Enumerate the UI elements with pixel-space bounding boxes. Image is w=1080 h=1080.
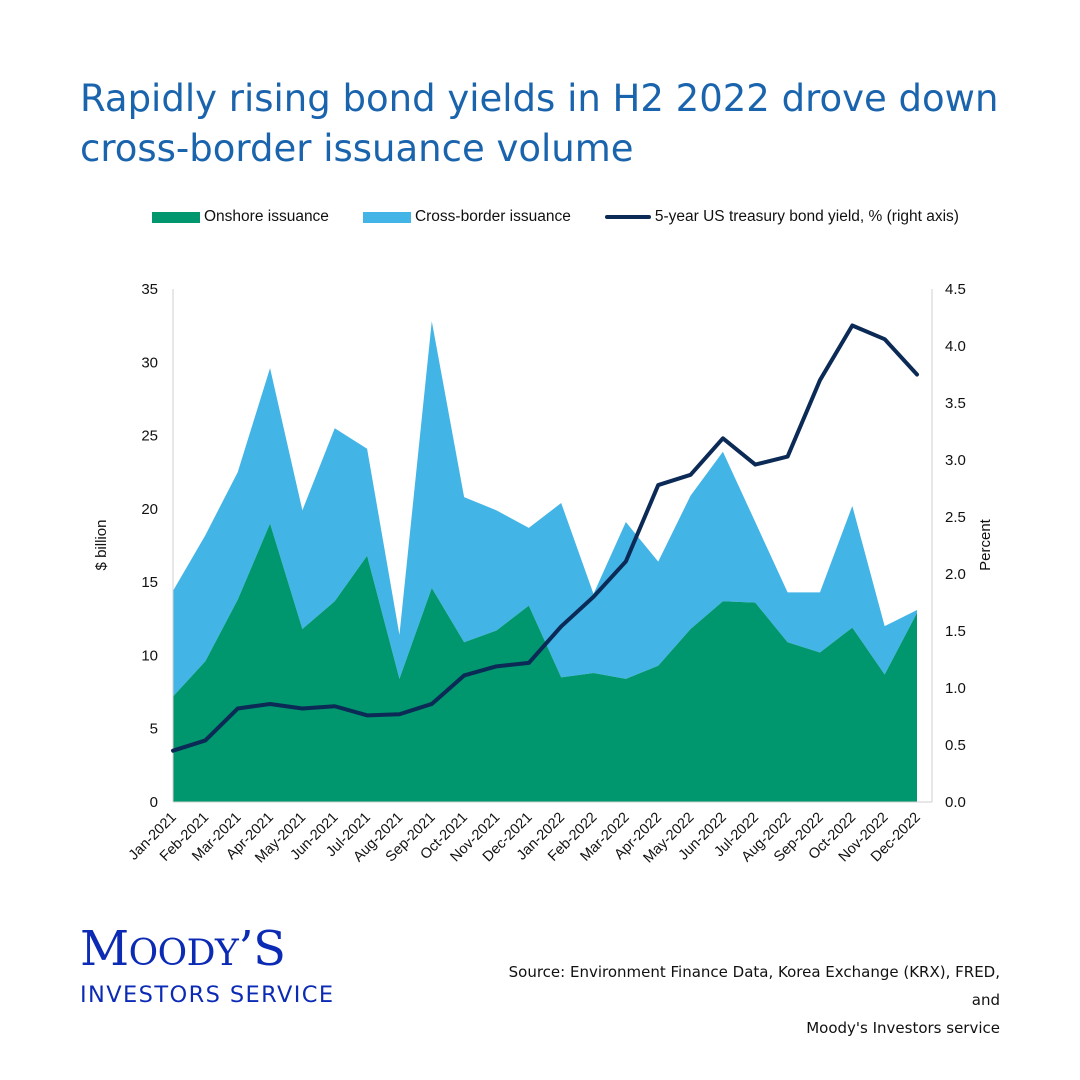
legend-item-onshore: Onshore issuance: [152, 208, 329, 226]
legend: Onshore issuance Cross-border issuance 5…: [152, 208, 993, 226]
legend-label-crossborder: Cross-border issuance: [414, 208, 571, 225]
logo-wordmark: MOODY’S: [80, 925, 335, 978]
source-line-2: Moody's Investors service: [806, 1019, 1000, 1037]
legend-item-yield: 5-year US treasury bond yield, % (right …: [604, 208, 959, 226]
source-note: Source: Environment Finance Data, Korea …: [480, 958, 1000, 1042]
y-right-tick-label: 0.5: [945, 737, 966, 754]
yield-line: [171, 323, 919, 753]
y-left-axis-label: $ billion: [93, 520, 110, 571]
logo-subtitle: INVESTORS SERVICE: [80, 982, 335, 1008]
legend-label-yield: 5-year US treasury bond yield, % (right …: [654, 208, 959, 225]
y-right-tick-label: 1.0: [945, 680, 966, 697]
y-right-tick-label: 1.5: [945, 623, 966, 640]
y-left-tick-label: 5: [150, 721, 158, 738]
y-right-tick-label: 0.0: [945, 794, 966, 811]
y-left-tick-label: 25: [141, 428, 158, 445]
y-left-tick-label: 10: [141, 647, 158, 664]
onshore-area: [173, 523, 917, 802]
y-right-axis-label: Percent: [977, 518, 994, 571]
y-right-tick-label: 4.0: [945, 338, 966, 355]
logo-oody: OODY: [128, 933, 239, 974]
legend-swatch-yield: [604, 215, 651, 219]
y-right-tick-label: 4.5: [945, 281, 966, 298]
y-right-tick-label: 3.5: [945, 395, 966, 412]
y-left-tick-label: 0: [150, 794, 158, 811]
legend-swatch-crossborder: [362, 211, 411, 223]
moodys-logo: MOODY’S INVESTORS SERVICE: [80, 925, 335, 1008]
crossborder-area: [173, 321, 917, 697]
y-left-tick-label: 35: [141, 281, 158, 298]
legend-label-onshore: Onshore issuance: [204, 208, 329, 225]
source-line-1: Source: Environment Finance Data, Korea …: [508, 963, 1000, 1009]
y-left-tick-label: 30: [141, 354, 158, 371]
y-left-tick-label: 20: [141, 501, 158, 518]
y-right-tick-label: 2.5: [945, 509, 966, 526]
logo-m: M: [80, 921, 129, 977]
chart-title: Rapidly rising bond yields in H2 2022 dr…: [80, 77, 999, 170]
y-left-tick-label: 15: [141, 574, 158, 591]
y-right-tick-label: 2.0: [945, 566, 966, 583]
y-right-tick-label: 3.0: [945, 452, 966, 469]
legend-swatch-onshore: [152, 211, 200, 223]
logo-s: ’S: [238, 921, 286, 977]
legend-item-crossborder: Cross-border issuance: [362, 208, 571, 226]
